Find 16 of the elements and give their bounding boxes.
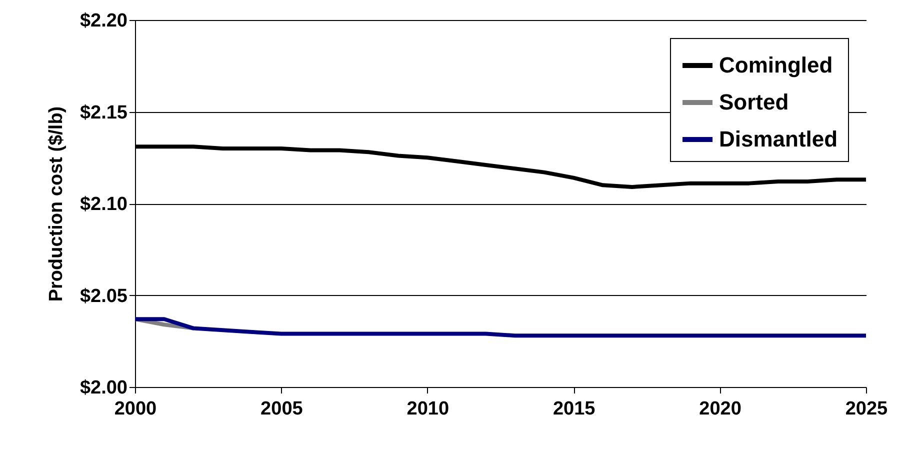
x-tick-label: 2025 bbox=[845, 398, 888, 420]
y-axis-title: Production cost ($/lb) bbox=[46, 106, 67, 302]
line-series bbox=[135, 317, 866, 338]
x-tick-label: 2000 bbox=[114, 398, 157, 420]
x-tick-label: 2005 bbox=[260, 398, 304, 420]
y-tick-label: $2.00 bbox=[80, 378, 128, 398]
legend-label: Sorted bbox=[719, 90, 789, 114]
y-tick-label: $2.20 bbox=[80, 10, 128, 32]
legend-label: Comingled bbox=[719, 52, 833, 78]
y-tick-label: $2.05 bbox=[80, 286, 128, 307]
x-tick-label: 2010 bbox=[406, 398, 450, 420]
legend-label: Dismantled bbox=[719, 126, 838, 152]
y-tick-label: $2.10 bbox=[80, 194, 128, 215]
x-tick-label: 2020 bbox=[699, 398, 742, 420]
x-tick-label: 2015 bbox=[552, 398, 596, 420]
y-tick-label: $2.15 bbox=[80, 102, 128, 124]
